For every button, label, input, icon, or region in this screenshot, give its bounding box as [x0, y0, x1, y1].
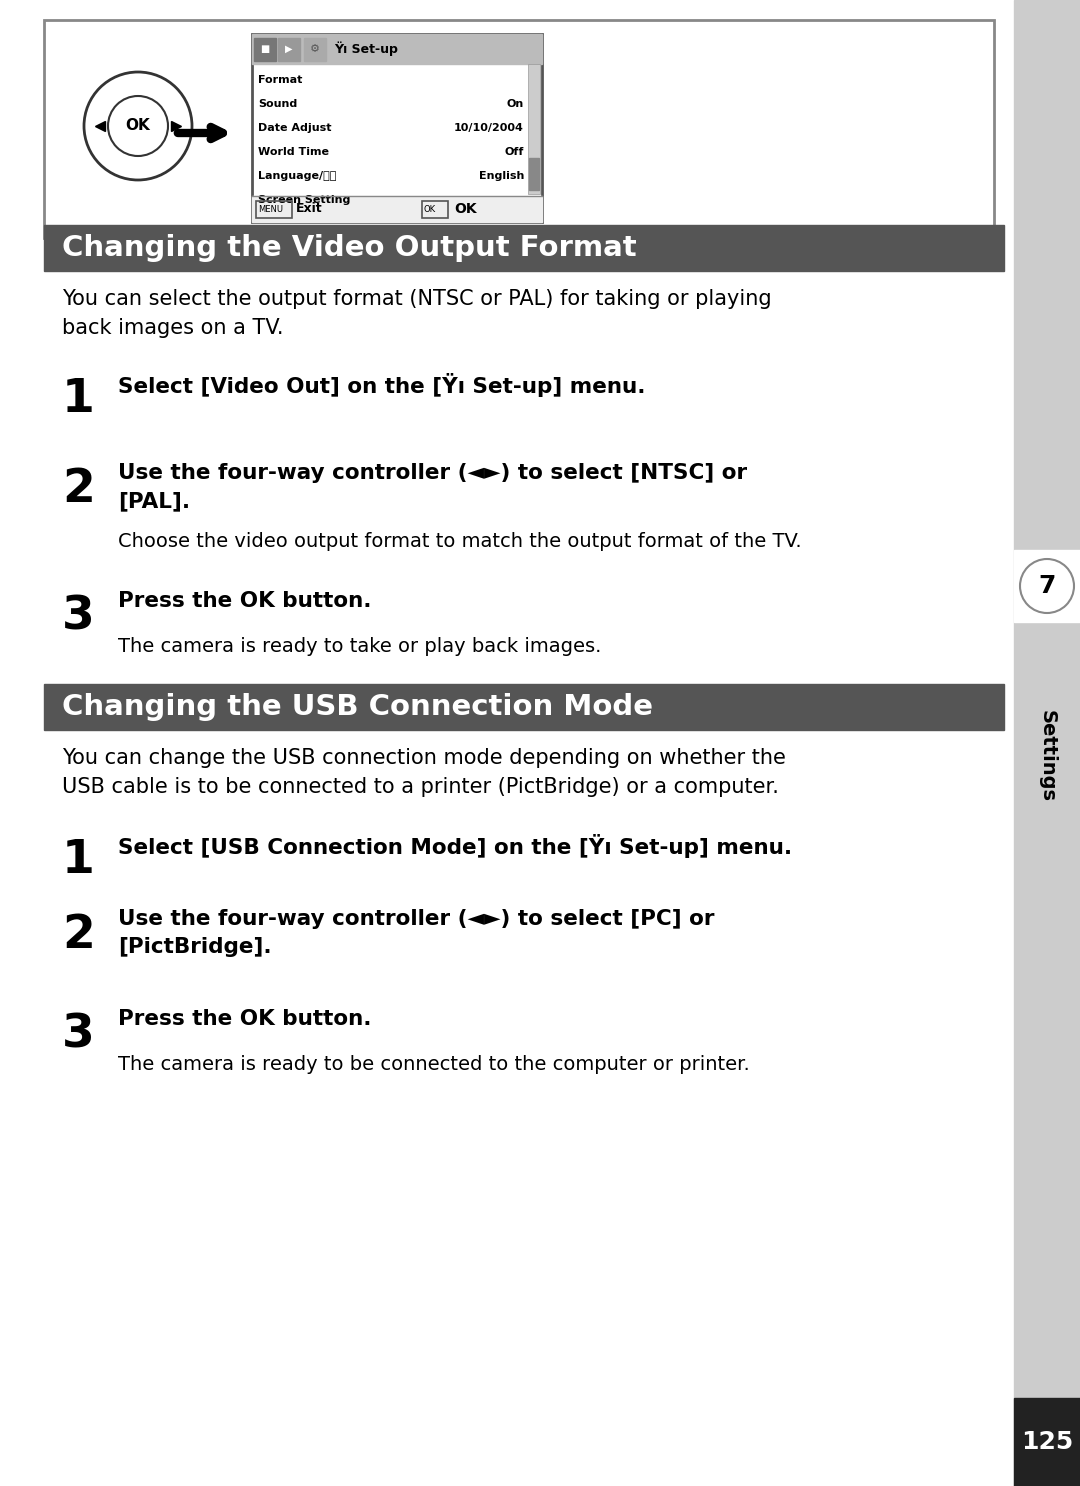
- Text: ⚙: ⚙: [310, 45, 320, 53]
- Bar: [252, 34, 542, 221]
- Text: On: On: [507, 100, 524, 108]
- Text: OK: OK: [424, 205, 436, 214]
- Bar: [44, 224, 1004, 270]
- Bar: [303, 39, 326, 61]
- Text: ▶: ▶: [285, 45, 293, 53]
- Bar: [1014, 0, 1080, 1486]
- Text: Changing the USB Connection Mode: Changing the USB Connection Mode: [62, 692, 653, 721]
- Text: 1: 1: [62, 838, 95, 883]
- Text: 2: 2: [62, 912, 95, 958]
- Text: Settings: Settings: [1038, 710, 1056, 802]
- Circle shape: [108, 97, 168, 156]
- Text: Ÿı Set-up: Ÿı Set-up: [334, 42, 397, 56]
- Text: Off: Off: [504, 147, 524, 158]
- Text: Screen Setting: Screen Setting: [258, 195, 350, 205]
- Text: The camera is ready to take or play back images.: The camera is ready to take or play back…: [118, 637, 602, 655]
- Text: MENU: MENU: [258, 205, 283, 214]
- Text: 125: 125: [1021, 1430, 1074, 1453]
- Text: Press the OK button.: Press the OK button.: [118, 1009, 372, 1028]
- Text: Date Adjust: Date Adjust: [258, 123, 332, 134]
- Text: Select [Video Out] on the [Ÿı Set-up] menu.: Select [Video Out] on the [Ÿı Set-up] me…: [118, 373, 646, 397]
- Bar: [529, 158, 539, 190]
- Bar: [528, 64, 540, 195]
- Text: Use the four-way controller (◄►) to select [NTSC] or
[PAL].: Use the four-way controller (◄►) to sele…: [118, 464, 747, 511]
- Text: 3: 3: [62, 1013, 95, 1058]
- Text: 2: 2: [62, 467, 95, 513]
- Bar: [252, 34, 542, 64]
- Bar: [252, 196, 542, 221]
- Text: Select [USB Connection Mode] on the [Ÿı Set-up] menu.: Select [USB Connection Mode] on the [Ÿı …: [118, 834, 792, 857]
- Text: 3: 3: [62, 594, 95, 640]
- Text: ■: ■: [260, 45, 270, 53]
- Bar: [278, 39, 300, 61]
- Text: 10/10/2004: 10/10/2004: [454, 123, 524, 134]
- Text: OK: OK: [125, 119, 150, 134]
- Text: English: English: [478, 171, 524, 181]
- Text: 1: 1: [62, 377, 95, 422]
- Text: The camera is ready to be connected to the computer or printer.: The camera is ready to be connected to t…: [118, 1055, 750, 1074]
- Text: Format: Format: [258, 74, 302, 85]
- Bar: [44, 684, 1004, 730]
- Text: Use the four-way controller (◄►) to select [PC] or
[PictBridge].: Use the four-way controller (◄►) to sele…: [118, 909, 715, 957]
- Bar: [1014, 550, 1080, 623]
- Text: Sound: Sound: [258, 100, 297, 108]
- Text: Exit: Exit: [296, 202, 323, 215]
- Text: World Time: World Time: [258, 147, 329, 158]
- Text: Press the OK button.: Press the OK button.: [118, 591, 372, 611]
- Bar: [422, 201, 448, 218]
- Circle shape: [84, 71, 192, 180]
- Text: You can change the USB connection mode depending on whether the
USB cable is to : You can change the USB connection mode d…: [62, 747, 786, 796]
- Bar: [44, 19, 994, 238]
- Text: Language/言語: Language/言語: [258, 171, 336, 181]
- Bar: [1014, 1398, 1080, 1486]
- Text: OK: OK: [454, 202, 476, 215]
- Text: Changing the Video Output Format: Changing the Video Output Format: [62, 233, 636, 262]
- Bar: [256, 201, 292, 218]
- Bar: [254, 39, 276, 61]
- Text: You can select the output format (NTSC or PAL) for taking or playing
back images: You can select the output format (NTSC o…: [62, 288, 771, 337]
- Circle shape: [1020, 559, 1074, 614]
- Text: Choose the video output format to match the output format of the TV.: Choose the video output format to match …: [118, 532, 801, 551]
- Text: 7: 7: [1038, 574, 1055, 597]
